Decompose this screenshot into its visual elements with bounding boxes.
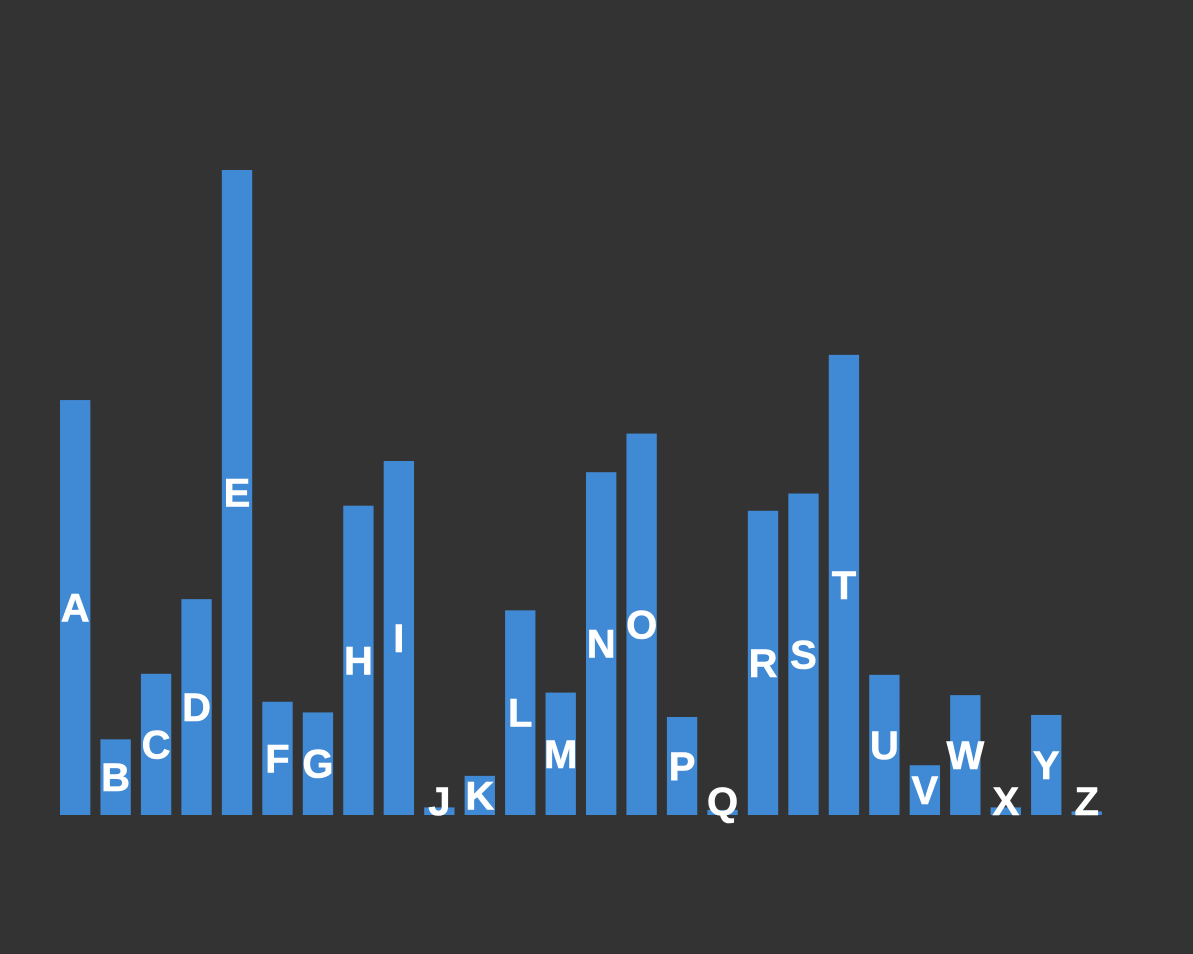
bar-label-v: V: [912, 769, 939, 813]
bar-x: [990, 807, 1021, 815]
bar-o: [626, 433, 657, 815]
bar-i: [383, 461, 415, 815]
bar-label-e: E: [224, 472, 251, 516]
bar-label-j: J: [428, 780, 450, 824]
bar-r: [747, 510, 779, 815]
bar-label-m: M: [544, 733, 577, 777]
bar-k: [464, 775, 495, 815]
bar-label-q: Q: [707, 780, 738, 824]
bar-p: [666, 716, 698, 815]
bar-label-h: H: [344, 639, 373, 683]
bar-f: [262, 701, 293, 815]
bar-label-x: X: [992, 780, 1019, 824]
bar-label-a: A: [61, 587, 90, 631]
bar-l: [505, 610, 536, 815]
bar-v: [909, 765, 941, 815]
bar-label-d: D: [182, 686, 211, 730]
bar-m: [545, 692, 576, 815]
bar-label-o: O: [626, 603, 657, 647]
bar-label-g: G: [302, 743, 333, 787]
bar-z: [1071, 811, 1102, 815]
bar-label-b: B: [101, 756, 130, 800]
bar-label-k: K: [465, 774, 494, 818]
bar-d: [181, 599, 212, 815]
bar-label-p: P: [669, 745, 696, 789]
bar-t: [828, 354, 860, 815]
bar-s: [788, 493, 819, 815]
bar-label-c: C: [142, 723, 171, 767]
bar-j: [424, 807, 455, 815]
bar-w: [950, 695, 981, 815]
bar-c: [140, 673, 172, 815]
bar-g: [302, 712, 334, 815]
bar-a: [60, 400, 91, 815]
bar-label-u: U: [870, 724, 899, 768]
bar-u: [869, 674, 900, 815]
bars-layer: [60, 170, 1102, 815]
bar-label-r: R: [749, 642, 778, 686]
bar-label-t: T: [832, 564, 856, 608]
bar-label-l: L: [508, 692, 532, 736]
bar-label-n: N: [587, 623, 616, 667]
bar-label-w: W: [946, 734, 984, 778]
bar-b: [100, 739, 131, 815]
bar-n: [586, 472, 617, 815]
bar-e: [221, 170, 253, 815]
bar-y: [1031, 714, 1062, 815]
bar-label-i: I: [393, 617, 404, 661]
bar-label-y: Y: [1033, 744, 1060, 788]
bar-label-s: S: [790, 633, 817, 677]
bar-label-f: F: [265, 737, 289, 781]
bar-q: [707, 809, 738, 815]
bar-label-z: Z: [1074, 780, 1098, 824]
bar-h: [343, 505, 374, 815]
